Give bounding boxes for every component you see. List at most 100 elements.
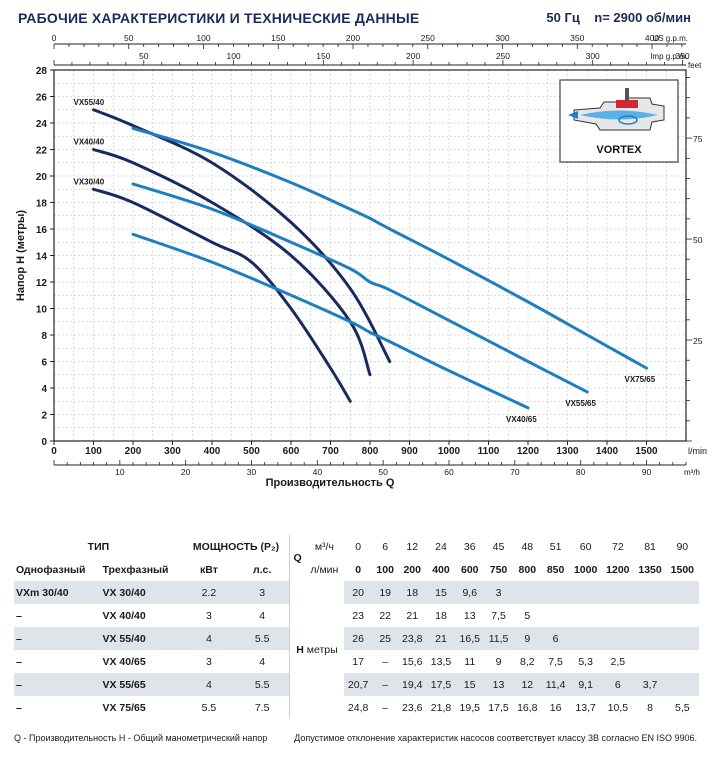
x-axis-title: Производительность Q [266, 477, 395, 489]
x-tick-label: 0 [51, 446, 57, 457]
impgpm-tick-label: 300 [586, 51, 600, 61]
y-tick-label: 4 [41, 384, 47, 395]
series-label-vx75-65: VX75/65 [625, 375, 656, 384]
header-q-m3: 48 [521, 540, 534, 553]
cell-head-value: 5 [524, 609, 531, 622]
header-q-lmin: 750 [489, 563, 508, 576]
y-tick-label: 10 [36, 305, 48, 316]
x-tick-label: 1500 [635, 446, 658, 457]
cell-single-phase: – [16, 609, 22, 622]
series-label-vx40-40: VX40/40 [74, 138, 105, 147]
cell-kw: 3 [206, 655, 212, 668]
x-tick-label: 1200 [517, 446, 540, 457]
y-tick-label: 16 [36, 225, 48, 236]
h-label: H [296, 644, 304, 656]
feet-tick-label: 50 [693, 235, 703, 245]
cell-hp: 7.5 [254, 701, 270, 714]
h-unit: метры [303, 644, 338, 656]
cell-head-value: 9,6 [455, 581, 485, 604]
table-row: – VX 40/65 3 4 17–15,6 13,5 11 9 8,2 7,5 5,3 2,5 [14, 650, 699, 673]
cell-head-value [569, 627, 602, 650]
usgpm-unit-label: US g.p.m. [652, 34, 688, 43]
cell-head-value: 5,3 [578, 655, 593, 668]
m3h-tick-label: 80 [576, 467, 586, 477]
cell-hp: 3 [235, 581, 290, 604]
cell-kw: 3 [206, 609, 212, 622]
x-tick-label: 600 [283, 446, 300, 457]
vortex-label: VORTEX [596, 144, 642, 156]
impgpm-tick-label: 250 [496, 51, 510, 61]
header-power: МОЩНОСТЬ (P₂) [192, 540, 280, 553]
cell-head-value [633, 627, 667, 650]
cell-h-label: H метры [289, 581, 344, 719]
cell-three-phase: VX 40/65 [102, 655, 146, 668]
header-q-m3: 81 [644, 540, 656, 553]
cell-head-value: 11,5 [484, 627, 513, 650]
table-row: – VX 40/40 3 4 23 22 21 18 13 7,5 5 [14, 604, 699, 627]
y-tick-label: 18 [36, 199, 48, 210]
x-tick-label: 900 [401, 446, 418, 457]
x-tick-label: 800 [362, 446, 379, 457]
cell-single-phase: – [16, 701, 22, 714]
cell-hp: 5.5 [235, 627, 290, 650]
header-q-unit-lmin: л/мин [310, 563, 339, 576]
cell-head-value: 13,7 [575, 701, 596, 714]
cell-head-value: 24,8 [347, 701, 369, 714]
cell-head-value: 18 [435, 609, 447, 622]
y-tick-label: 6 [41, 358, 47, 369]
cell-head-value [512, 581, 542, 604]
cell-head-value [601, 581, 634, 604]
x-tick-label: 300 [164, 446, 181, 457]
usgpm-tick-label: 400 [645, 33, 659, 43]
cell-head-value: 17,5 [426, 673, 456, 696]
x-tick-label: 100 [85, 446, 102, 457]
cell-head-value: 7,5 [491, 609, 506, 622]
cell-head-value: 26 [343, 627, 373, 650]
x-tick-label: 1100 [478, 446, 500, 457]
cell-head-value: 10,5 [607, 701, 629, 714]
cell-hp: 4 [259, 609, 266, 622]
header-q-lmin: 100 [376, 563, 394, 576]
m3h-tick-label: 60 [444, 467, 454, 477]
cell-head-value [601, 627, 634, 650]
cell-head-value: 17,5 [488, 701, 509, 714]
vortex-logo: VORTEX [559, 79, 679, 163]
y-tick-label: 14 [36, 252, 48, 263]
cell-head-value: 16 [549, 701, 562, 714]
cell-kw: 4 [182, 673, 236, 696]
header-q-lmin: 200 [403, 563, 421, 576]
impgpm-tick-label: 50 [139, 51, 149, 61]
impgpm-tick-label: 150 [316, 51, 330, 61]
cell-head-value: 6 [601, 673, 634, 696]
feet-tick-label: 75 [693, 134, 703, 144]
usgpm-tick-label: 50 [124, 33, 134, 43]
y-tick-label: 24 [36, 119, 48, 130]
cell-head-value: 13,5 [430, 655, 452, 668]
cell-three-phase: VX 40/40 [102, 609, 146, 622]
x-tick-label: 500 [243, 446, 260, 457]
header-kw: кВт [200, 563, 218, 576]
cell-head-value: 3,7 [633, 673, 667, 696]
m3h-tick-label: 10 [115, 467, 125, 477]
cell-head-value: 16,8 [517, 701, 538, 714]
cell-hp: 4 [259, 655, 266, 668]
cell-head-value: 22 [379, 609, 392, 622]
x-tick-label: 1300 [556, 446, 579, 457]
header-q-m3: 51 [549, 540, 562, 553]
cell-single-phase: VXm 30/40 [14, 581, 101, 604]
cell-head-value: 23,6 [402, 701, 423, 714]
y-tick-label: 8 [41, 331, 47, 342]
cell-head-value: 5,5 [675, 701, 690, 714]
header-type: ТИП [87, 540, 110, 553]
header-q-m3: 72 [611, 540, 624, 553]
usgpm-tick-label: 250 [421, 33, 435, 43]
header-q-m3: 0 [355, 540, 362, 553]
page-title: РАБОЧИЕ ХАРАКТЕРИСТИКИ И ТЕХНИЧЕСКИЕ ДАН… [18, 10, 420, 26]
cell-head-value: 16,5 [455, 627, 485, 650]
impgpm-tick-label: 350 [675, 51, 689, 61]
m3h-tick-label: 20 [181, 467, 191, 477]
cell-head-value [633, 581, 667, 604]
table-row: – VX 75/65 5.5 7.5 24,8–23,6 21,8 19,5 17,5 16,8… [14, 696, 699, 719]
impgpm-tick-label: 200 [406, 51, 420, 61]
